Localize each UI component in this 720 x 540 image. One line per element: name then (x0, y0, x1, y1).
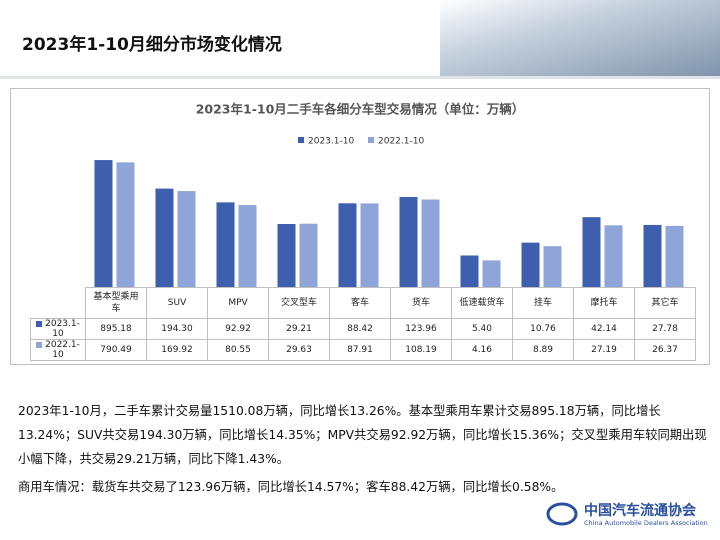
header-image (440, 0, 720, 78)
table-cell (31, 288, 86, 319)
category-label: SUV (146, 287, 208, 319)
bar (116, 162, 135, 287)
bar (543, 246, 562, 287)
bar (604, 225, 623, 287)
value-label: 42.14 (573, 318, 635, 340)
value-label: 5.40 (451, 318, 513, 340)
category-label: 低速载货车 (451, 287, 513, 319)
paragraph: 商用车情况：载货车共交易了123.96万辆，同比增长14.57%；客车88.42… (18, 480, 564, 494)
value-label: 108.19 (390, 339, 452, 361)
legend-swatch (368, 137, 374, 143)
bar (277, 223, 296, 287)
category-label: 基本型乘用车 (85, 287, 147, 319)
bar (238, 205, 257, 287)
legend-swatch (36, 320, 43, 327)
row-header: 2023.1-10 (30, 318, 86, 340)
bar (460, 255, 479, 287)
value-label: 169.92 (146, 339, 208, 361)
bar (582, 217, 601, 287)
legend-label: 2022.1-10 (378, 137, 424, 147)
bar (177, 191, 196, 287)
bar (299, 223, 318, 287)
bar (643, 224, 662, 287)
table-row: 2023.1-10 895.18 194.30 92.92 29.21 88.42 123.… (30, 318, 696, 340)
category-label: 摩托车 (573, 287, 635, 319)
bar (665, 225, 684, 287)
value-label: 88.42 (329, 318, 391, 340)
bar (421, 199, 440, 287)
bar (360, 203, 379, 287)
data-table: 基本型乘用车 SUV MPV 交叉型车 客车 货车 低速载货车 挂车 摩托车 其它车 2023.1-… (30, 287, 696, 361)
value-label: 790.49 (85, 339, 147, 361)
bar (94, 160, 113, 287)
bar (338, 203, 357, 287)
paragraph: 2023年1-10月，二手车累计交易量1510.08万辆，同比增长13.26%。… (18, 404, 707, 466)
value-label: 80.55 (207, 339, 269, 361)
logo-icon (546, 502, 578, 526)
category-label: 挂车 (512, 287, 574, 319)
value-label: 27.78 (634, 318, 696, 340)
bar (399, 196, 418, 287)
value-label: 29.63 (268, 339, 330, 361)
logo-name: 中国汽车流通协会 (584, 503, 696, 519)
slide-title: 2023年1-10月细分市场变化情况 (22, 34, 282, 55)
legend-swatch (36, 341, 43, 348)
value-label: 26.37 (634, 339, 696, 361)
chart-title: 2023年1-10月二手车各细分车型交易情况（单位：万辆） (196, 102, 525, 117)
value-label: 29.21 (268, 318, 330, 340)
logo-english: China Automobile Dealers Association (584, 519, 708, 527)
header-rule (0, 76, 720, 79)
value-label: 10.76 (512, 318, 574, 340)
table-row: 2022.1-10 790.49 169.92 80.55 29.63 87.91 108.… (30, 339, 696, 361)
logo: China Automobile Dealers Association (546, 502, 578, 526)
legend-label: 2023.1-10 (308, 137, 354, 147)
category-label: 客车 (329, 287, 391, 319)
value-label: 27.19 (573, 339, 635, 361)
category-label: 其它车 (634, 287, 696, 319)
value-label: 194.30 (146, 318, 208, 340)
row-label: 2023.1-10 (45, 319, 80, 339)
row-header: 2022.1-10 (30, 339, 86, 361)
table-row: 基本型乘用车 SUV MPV 交叉型车 客车 货车 低速载货车 挂车 摩托车 其它车 (31, 287, 696, 319)
bar (521, 242, 540, 287)
row-label: 2022.1-10 (45, 340, 80, 360)
legend-swatch (298, 137, 304, 143)
bar (482, 260, 501, 287)
category-label: 货车 (390, 287, 452, 319)
text-block: 2023年1-10月，二手车累计交易量1510.08万辆，同比增长13.26%。… (18, 399, 708, 499)
value-label: 123.96 (390, 318, 452, 340)
value-label: 92.92 (207, 318, 269, 340)
bar (216, 202, 235, 287)
value-label: 8.89 (512, 339, 574, 361)
category-label: 交叉型车 (268, 287, 330, 319)
bar (155, 188, 174, 287)
value-label: 4.16 (451, 339, 513, 361)
category-label: MPV (207, 287, 269, 319)
value-label: 895.18 (85, 318, 147, 340)
value-label: 87.91 (329, 339, 391, 361)
